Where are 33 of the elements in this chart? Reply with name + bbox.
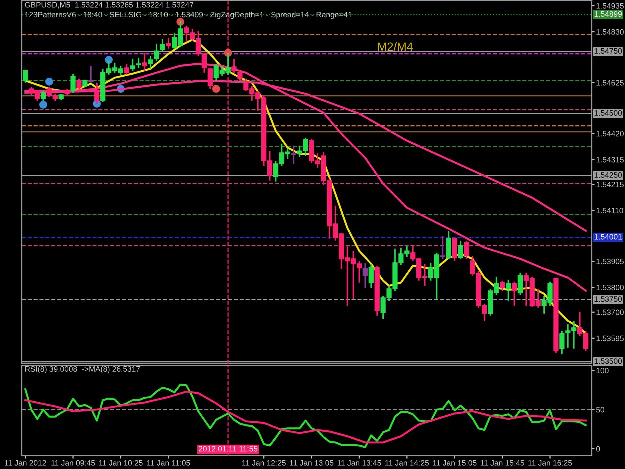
candlestick xyxy=(76,78,82,90)
candlestick xyxy=(560,330,565,355)
candlestick xyxy=(142,52,148,72)
point xyxy=(212,85,220,94)
candlestick xyxy=(368,263,374,289)
candlestick xyxy=(136,57,142,69)
candlestick xyxy=(232,58,237,74)
candlestick xyxy=(208,67,213,90)
candlestick xyxy=(464,240,470,260)
candlestick xyxy=(500,280,506,292)
candlestick xyxy=(154,43,160,62)
point xyxy=(105,56,114,64)
candlestick xyxy=(70,73,76,94)
candlestick xyxy=(291,145,296,165)
candlestick xyxy=(23,69,28,84)
point xyxy=(45,78,54,86)
candlestick xyxy=(160,38,166,53)
candlestick xyxy=(512,281,518,307)
annotation: M2/M4 xyxy=(378,42,414,52)
candlestick xyxy=(518,272,524,296)
candlestick xyxy=(124,63,130,76)
candlestick xyxy=(148,55,154,70)
candlestick xyxy=(88,65,94,84)
candlestick xyxy=(440,235,446,260)
candlestick xyxy=(452,237,458,262)
candlestick xyxy=(238,70,243,82)
candlestick xyxy=(458,240,464,260)
candlestick xyxy=(130,58,136,72)
point xyxy=(40,101,48,109)
candlestick xyxy=(362,262,368,289)
candlestick xyxy=(506,279,512,302)
candlestick xyxy=(166,37,172,50)
candlestick xyxy=(446,230,452,260)
